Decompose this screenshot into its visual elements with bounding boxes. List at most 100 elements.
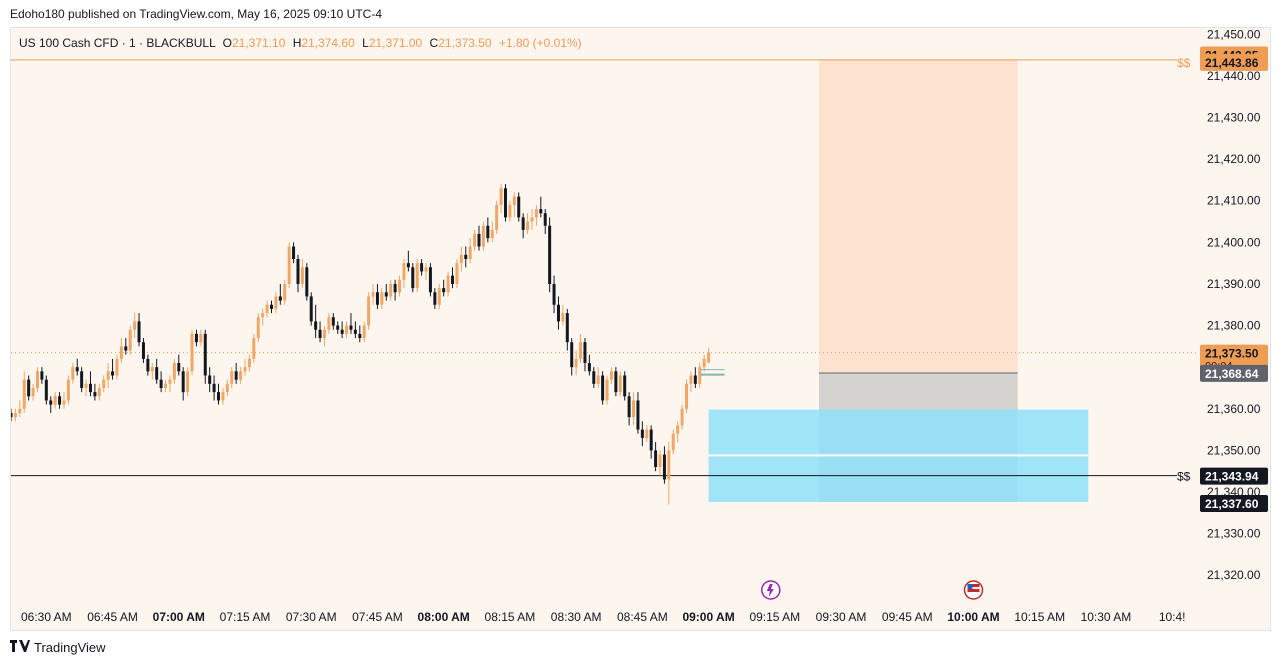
candle-body (481, 225, 485, 247)
candle-body (252, 338, 256, 359)
candle-body (141, 342, 145, 359)
candle-body (618, 375, 622, 393)
candle-body (362, 325, 366, 339)
change-value: +1.80 (+0.01%) (498, 36, 582, 50)
candle-body (556, 304, 560, 322)
x-tick-label: 08:00 AM (418, 610, 470, 624)
flag-stripe (967, 584, 980, 587)
chart-background (11, 28, 1270, 630)
tradingview-logo-icon (10, 640, 30, 655)
candle-body (601, 375, 605, 401)
candle-body (526, 221, 530, 230)
y-tick-label: 21,380.00 (1207, 319, 1261, 333)
symbol-name: US 100 Cash CFD · 1 · BLACKBULL (19, 36, 216, 50)
candle-body (605, 379, 609, 401)
candle-body (66, 379, 70, 401)
candle-body (225, 383, 229, 393)
candle-body (508, 204, 512, 218)
x-tick-label: 06:45 AM (87, 610, 138, 624)
candle-body (247, 358, 251, 368)
candle-body (239, 371, 243, 380)
candle-body (685, 383, 689, 409)
y-tick-label: 21,420.00 (1207, 152, 1261, 166)
candle-body (530, 217, 534, 222)
candle-body (11, 412, 13, 418)
candle-body (318, 329, 322, 339)
candle-body (115, 358, 119, 376)
candle-body (424, 267, 428, 272)
x-tick-label: 10:15 AM (1014, 610, 1065, 624)
candle-body (124, 346, 128, 351)
candle-body (349, 325, 353, 330)
y-tick-label: 21,400.00 (1207, 235, 1261, 249)
candle-body (486, 225, 490, 239)
candle-body (217, 392, 221, 401)
open-label: O (222, 36, 232, 50)
candle-body (592, 371, 596, 384)
candle-body (433, 292, 437, 305)
candle-body (340, 329, 344, 334)
candle-body (133, 321, 137, 330)
candle-body (451, 275, 455, 284)
price-label-box (1200, 494, 1268, 512)
price-label-text: 21,373.50 (1205, 347, 1259, 361)
candle-body (278, 296, 282, 301)
candlestick-chart[interactable]: 21,320.0021,330.0021,340.0021,350.0021,3… (11, 28, 1270, 630)
x-tick-label: 09:30 AM (816, 610, 867, 624)
candle-body (261, 313, 265, 318)
candle-body (35, 371, 39, 388)
candle-body (221, 392, 225, 401)
candle-body (137, 321, 141, 343)
candle-body (420, 263, 424, 272)
brand-name: TradingView (34, 640, 106, 655)
candle-body (574, 358, 578, 368)
candle-body (477, 234, 481, 247)
line-prefix-label: $$ (1177, 56, 1191, 70)
candle-body (548, 225, 552, 284)
candle-body (71, 367, 75, 380)
candle-body (27, 379, 31, 397)
candle-body (446, 275, 450, 293)
candle-body (203, 333, 207, 376)
x-tick-label: 08:15 AM (485, 610, 536, 624)
candle-body (186, 371, 190, 393)
candle-body (287, 246, 291, 284)
candle-body (636, 400, 640, 430)
candle-body (256, 317, 260, 339)
x-tick-label: 08:30 AM (551, 610, 602, 624)
candle-body (411, 267, 415, 289)
chart-frame[interactable]: 21,320.00 21,330.00 21,340.00 21,350.00 21,3… (10, 27, 1271, 631)
close-label: C (429, 36, 439, 50)
candle-body (190, 333, 194, 372)
candle-body (565, 313, 569, 343)
candle-body (305, 267, 309, 297)
candle-body (13, 412, 17, 418)
candle-body (58, 396, 62, 405)
candle-body (75, 367, 79, 372)
x-tick-label: 09:15 AM (749, 610, 800, 624)
candle-body (309, 296, 313, 322)
y-tick-label: 21,440.00 (1207, 69, 1261, 83)
candle-body (380, 292, 384, 305)
candle-body (534, 209, 538, 218)
y-tick-label: 21,390.00 (1207, 277, 1261, 291)
candle-body (128, 329, 132, 351)
candle-body (358, 333, 362, 339)
price-label-text: 21,443.86 (1205, 56, 1259, 70)
x-tick-label: 06:30 AM (21, 610, 72, 624)
candle-body (587, 363, 591, 372)
price-label-box (1200, 467, 1268, 485)
candle-body (283, 283, 287, 301)
candle-body (517, 196, 521, 218)
candle-body (539, 209, 543, 214)
candle-body (265, 304, 269, 314)
candle-body (495, 204, 499, 230)
candle-body (428, 267, 432, 293)
candle-body (31, 387, 35, 397)
candle-body (22, 379, 26, 409)
candle-body (680, 408, 684, 426)
tradingview-brand[interactable]: TradingView (10, 640, 106, 655)
candle-body (398, 279, 402, 293)
candle-body (393, 283, 397, 293)
candle-body (208, 375, 212, 384)
